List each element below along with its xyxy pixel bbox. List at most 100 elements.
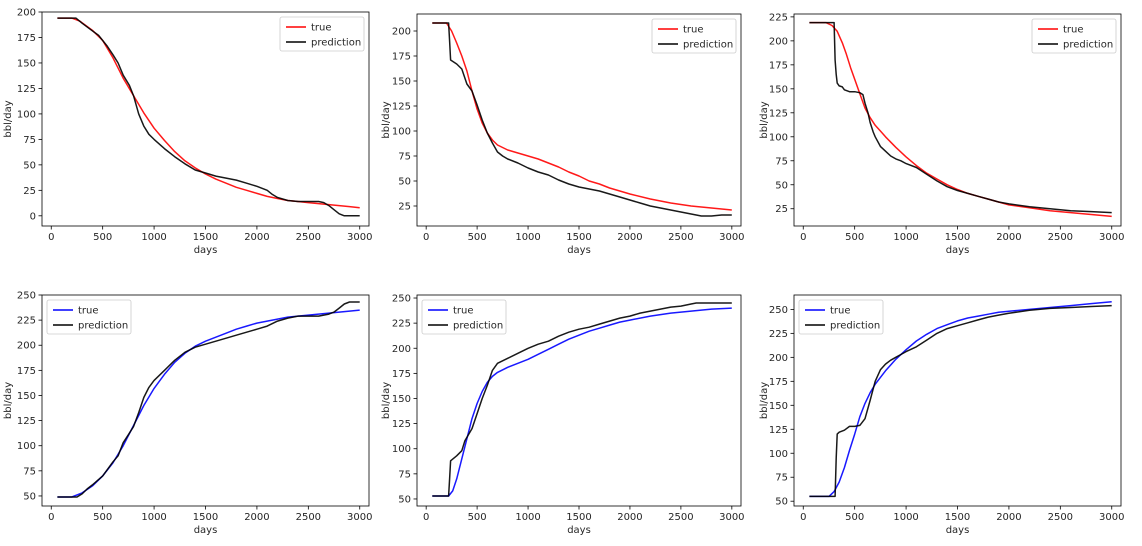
x-tick-label: 2500: [1048, 232, 1073, 243]
x-axis-label: days: [567, 525, 591, 536]
x-tick-label: 0: [800, 512, 806, 523]
x-tick-label: 1500: [566, 232, 591, 243]
series-line-prediction: [432, 22, 732, 217]
y-tick-label: 200: [17, 341, 36, 352]
series-line-prediction: [57, 17, 360, 217]
y-tick-label: 50: [775, 180, 788, 191]
series-line-true: [809, 21, 1112, 218]
y-tick-label: 125: [769, 425, 788, 436]
x-tick-label: 1500: [566, 512, 591, 523]
chart-1: 0 500 1000 1500 2000 2500 3000 0 25 50 75 100 125 150…: [3, 8, 372, 257]
x-tick-label: 500: [845, 512, 864, 523]
series-line-prediction: [809, 21, 1112, 214]
legend-label: prediction: [311, 38, 361, 49]
y-tick-label: 125: [17, 416, 36, 427]
chart-5: 0 500 1000 1500 2000 2500 3000 50 75 100 125 150 175…: [381, 294, 745, 536]
x-tick-label: 1500: [945, 232, 970, 243]
x-tick-label: 1000: [893, 512, 918, 523]
y-axis-label: bbl/day: [3, 382, 14, 419]
y-tick-label: 175: [392, 52, 411, 63]
legend: true prediction: [421, 299, 507, 335]
legend: true prediction: [46, 299, 132, 335]
y-tick-label: 100: [17, 441, 36, 452]
x-tick-label: 2500: [296, 232, 321, 243]
legend-label: prediction: [1063, 40, 1113, 51]
legend-label: prediction: [78, 321, 128, 332]
x-tick-label: 1500: [193, 512, 218, 523]
legend-label: true: [78, 306, 99, 317]
legend-label: true: [311, 23, 332, 34]
y-tick-label: 100: [17, 109, 36, 120]
y-tick-label: 50: [398, 494, 411, 505]
y-tick-label: 175: [17, 366, 36, 377]
chart-2: 0 500 1000 1500 2000 2500 3000 25 50 75 100 125 150 1…: [381, 13, 745, 256]
legend: true prediction: [651, 18, 737, 54]
legend-label: true: [453, 306, 474, 317]
x-axis-label: days: [567, 245, 591, 256]
x-tick-label: 2000: [244, 232, 269, 243]
y-tick-label: 125: [769, 108, 788, 119]
y-tick-label: 150: [17, 58, 36, 69]
x-tick-label: 1000: [515, 232, 540, 243]
y-tick-label: 25: [775, 204, 788, 215]
y-tick-label: 100: [769, 132, 788, 143]
x-tick-label: 3000: [719, 232, 744, 243]
series-line-true: [432, 22, 732, 211]
y-tick-label: 225: [769, 329, 788, 340]
y-axis-label: bbl/day: [759, 382, 770, 419]
x-tick-label: 2000: [617, 512, 642, 523]
x-tick-label: 500: [468, 232, 487, 243]
x-tick-label: 500: [93, 232, 112, 243]
y-tick-label: 150: [392, 77, 411, 88]
series-line-prediction: [432, 302, 732, 497]
y-tick-label: 100: [392, 127, 411, 138]
x-tick-label: 0: [800, 232, 806, 243]
y-tick-label: 125: [392, 419, 411, 430]
legend-label: true: [830, 306, 851, 317]
x-tick-label: 500: [468, 512, 487, 523]
x-tick-label: 500: [93, 512, 112, 523]
legend-label: prediction: [830, 321, 880, 332]
chart-3: 0 500 1000 1500 2000 2500 3000 25 50 75 100 125 150 1…: [759, 12, 1124, 256]
x-tick-label: 0: [423, 232, 429, 243]
y-tick-label: 75: [775, 156, 788, 167]
x-tick-label: 3000: [1099, 512, 1124, 523]
x-tick-label: 2000: [996, 232, 1021, 243]
y-tick-label: 50: [775, 497, 788, 508]
x-tick-label: 2500: [1048, 512, 1073, 523]
y-tick-label: 25: [23, 186, 36, 197]
y-tick-label: 75: [398, 152, 411, 163]
x-tick-label: 2500: [296, 512, 321, 523]
x-tick-label: 1000: [515, 512, 540, 523]
y-axis-label: bbl/day: [381, 101, 392, 138]
y-tick-label: 100: [769, 449, 788, 460]
y-tick-label: 25: [398, 202, 411, 213]
y-tick-label: 125: [17, 84, 36, 95]
x-tick-label: 1500: [945, 512, 970, 523]
x-tick-label: 3000: [347, 232, 372, 243]
y-tick-label: 75: [23, 466, 36, 477]
y-tick-label: 150: [17, 391, 36, 402]
chart-4: 0 500 1000 1500 2000 2500 3000 50 75 100 125 150 175…: [3, 291, 372, 537]
y-tick-label: 200: [392, 27, 411, 38]
x-tick-label: 2000: [244, 512, 269, 523]
y-tick-label: 175: [392, 369, 411, 380]
legend: true prediction: [1031, 18, 1117, 54]
y-tick-label: 225: [769, 12, 788, 23]
series-line-prediction: [809, 304, 1112, 498]
legend: true prediction: [279, 16, 365, 52]
y-tick-label: 200: [769, 353, 788, 364]
legend: true prediction: [798, 299, 884, 335]
x-tick-label: 2500: [668, 512, 693, 523]
y-tick-label: 75: [775, 473, 788, 484]
y-tick-label: 250: [392, 294, 411, 305]
x-tick-label: 3000: [719, 512, 744, 523]
y-axis-label: bbl/day: [381, 382, 392, 419]
legend-label: true: [683, 25, 704, 36]
x-axis-label: days: [946, 245, 970, 256]
y-tick-label: 75: [23, 135, 36, 146]
series-line-true: [57, 309, 360, 498]
x-tick-label: 3000: [1099, 232, 1124, 243]
y-tick-label: 50: [23, 491, 36, 502]
x-tick-label: 2000: [996, 512, 1021, 523]
